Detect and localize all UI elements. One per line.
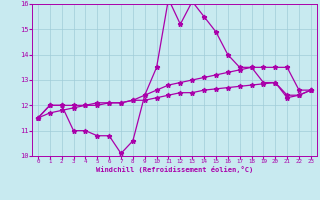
X-axis label: Windchill (Refroidissement éolien,°C): Windchill (Refroidissement éolien,°C): [96, 166, 253, 173]
